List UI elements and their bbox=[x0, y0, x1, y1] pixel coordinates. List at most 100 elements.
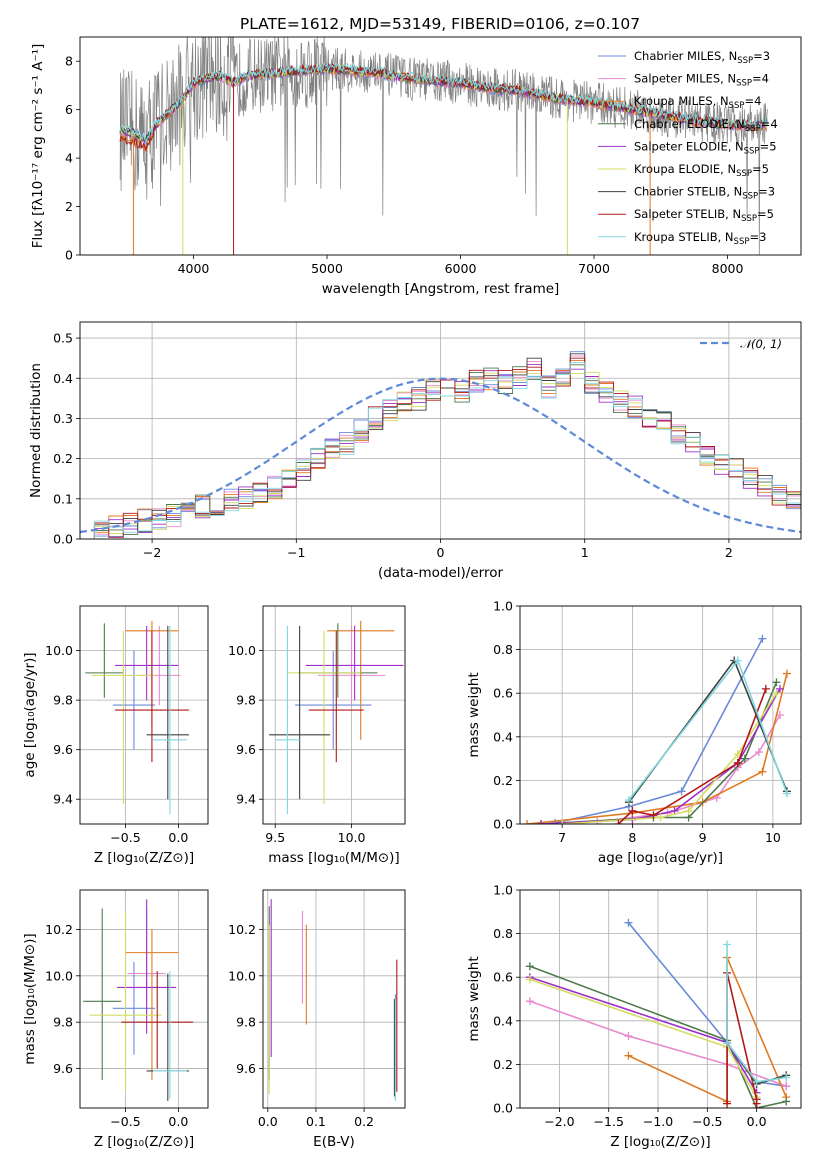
residuals-ytick-label-0: 0.0 bbox=[53, 532, 73, 547]
residuals-ylabel: Normed distribution bbox=[28, 363, 44, 498]
mass-vs-z-point-5 bbox=[89, 910, 162, 1092]
massweight-vs-age-frame bbox=[519, 605, 802, 825]
mass-vs-ebv-ytick-label-1: 9.8 bbox=[236, 1015, 256, 1030]
residuals-ytick-label-2: 0.2 bbox=[53, 451, 73, 466]
age-vs-mass-point-8 bbox=[275, 625, 300, 815]
massweight-vs-z-marker-7-3 bbox=[752, 1099, 761, 1108]
age-vs-z-point-6 bbox=[146, 625, 189, 800]
massweight-vs-age-ytick-label-3: 0.6 bbox=[493, 686, 513, 701]
massweight-vs-age-series-0 bbox=[554, 638, 764, 824]
mass-vs-ebv-xtick-label-0: 0.0 bbox=[258, 1114, 278, 1129]
massweight-vs-age-ytick-label-0: 0.0 bbox=[493, 817, 513, 832]
massweight-vs-z-xtick-label-0: −2.0 bbox=[544, 1114, 574, 1129]
mass-vs-ebv-xtick-label-2: 0.2 bbox=[354, 1114, 374, 1129]
residuals-xtick-label-0: −2 bbox=[143, 545, 161, 560]
mass-vs-z-point-3 bbox=[83, 908, 122, 1081]
spectrum-xlabel: wavelength [Angstrom, rest frame] bbox=[322, 281, 560, 297]
mass-vs-z-point-6 bbox=[146, 973, 189, 1102]
legend-nssp-5: =5 bbox=[752, 162, 769, 176]
legend-label-4: Salpeter ELODIE, NSSP=5 bbox=[634, 139, 777, 156]
residuals-content bbox=[80, 351, 801, 539]
age-vs-z-point-8 bbox=[152, 625, 187, 815]
mass-vs-z-point-2 bbox=[125, 929, 179, 1081]
age-vs-mass-ytick-label-1: 9.6 bbox=[236, 742, 256, 757]
age-vs-mass-point-3 bbox=[298, 623, 378, 698]
massweight-vs-z-marker-8-3 bbox=[782, 1073, 791, 1082]
spectrum-ytick-label-0: 0 bbox=[65, 248, 73, 263]
legend-sub-4: SSP bbox=[744, 146, 760, 156]
massweight-vs-age-content bbox=[523, 634, 791, 824]
spectrum-ytick-label-3: 6 bbox=[65, 102, 73, 117]
massweight-vs-z-ytick-label-0: 0.0 bbox=[493, 1101, 513, 1116]
massweight-vs-z-marker-1-0 bbox=[525, 997, 534, 1006]
gaussian-curve bbox=[80, 377, 801, 534]
age-vs-mass-point-5 bbox=[287, 630, 361, 805]
residuals-xlabel: (data-model)/error bbox=[378, 565, 504, 581]
massweight-vs-z-marker-0-0 bbox=[624, 918, 633, 927]
legend-sub-2: SSP bbox=[729, 101, 745, 111]
age-vs-mass-point-6 bbox=[269, 625, 331, 800]
age-vs-z-point-0 bbox=[112, 650, 156, 750]
legend-sub-8: SSP bbox=[734, 237, 750, 247]
massweight-vs-z-xtick-label-3: −0.5 bbox=[692, 1114, 722, 1129]
age-vs-z-point-4 bbox=[114, 625, 179, 701]
mass-vs-z-ytick-label-0: 9.6 bbox=[53, 1061, 73, 1076]
spectrum-ytick-label-1: 2 bbox=[65, 199, 73, 214]
residuals-ytick-label-4: 0.4 bbox=[53, 371, 73, 386]
massweight-vs-z-frame bbox=[519, 889, 802, 1109]
age-vs-mass-ytick-label-3: 10.0 bbox=[228, 643, 256, 658]
massweight-vs-age-marker-7-2 bbox=[649, 811, 658, 820]
massweight-vs-z-series-8 bbox=[726, 944, 787, 1083]
spectrum-xtick-label-1: 5000 bbox=[311, 261, 343, 276]
massweight-vs-z-marker-3-0 bbox=[525, 962, 534, 971]
massweight-vs-z-marker-8-2 bbox=[752, 1077, 761, 1086]
massweight-vs-z-marker-5-0 bbox=[525, 975, 534, 984]
mass-vs-ebv-ytick-label-3: 10.2 bbox=[228, 922, 256, 937]
spectrum-xtick-label-3: 7000 bbox=[578, 261, 610, 276]
legend-label-0: Chabrier MILES, NSSP=3 bbox=[634, 49, 770, 66]
residuals-ytick-label-5: 0.5 bbox=[53, 331, 73, 346]
massweight-vs-age-marker-0-3 bbox=[758, 634, 767, 643]
mass-vs-z-frame bbox=[79, 889, 209, 1109]
massweight-vs-age-marker-8-1 bbox=[733, 656, 742, 665]
massweight-vs-z-marker-2-0 bbox=[624, 1051, 633, 1060]
residual-hist-3 bbox=[80, 364, 801, 539]
massweight-vs-age-marker-7-3 bbox=[733, 758, 742, 767]
massweight-vs-age-ylabel: mass weight bbox=[466, 672, 482, 757]
massweight-vs-age-marker-1-4 bbox=[754, 748, 763, 757]
spectrum-ylabel: Flux [fλ10⁻¹⁷ erg cm⁻² s⁻¹ A⁻¹] bbox=[30, 44, 46, 249]
mass-vs-z-axes: −0.5 0.0 9.6 9.8 10.0 10.2 Z [log₁₀(Z/Z⊙)] mass… bbox=[22, 889, 209, 1150]
massweight-vs-age-ytick-label-2: 0.4 bbox=[493, 729, 513, 744]
age-vs-mass-xlabel: mass [log₁₀(M/M⊙)] bbox=[268, 850, 399, 866]
spectrum-xtick-label-2: 6000 bbox=[445, 261, 477, 276]
massweight-vs-age-marker-4-0 bbox=[537, 820, 546, 824]
massweight-vs-z-ytick-label-4: 0.8 bbox=[493, 926, 513, 941]
massweight-vs-age-marker-4-4 bbox=[775, 684, 784, 693]
massweight-vs-z-ytick-label-1: 0.2 bbox=[493, 1057, 513, 1072]
age-vs-z-point-7 bbox=[114, 630, 189, 763]
massweight-vs-age-marker-5-2 bbox=[684, 806, 693, 815]
mass-vs-z-ytick-label-1: 9.8 bbox=[53, 1015, 73, 1030]
legend-nssp-7: =5 bbox=[757, 207, 774, 221]
massweight-vs-age-marker-5-0 bbox=[558, 820, 567, 824]
massweight-vs-z-ytick-label-5: 1.0 bbox=[493, 883, 513, 898]
mass-vs-z-point-0 bbox=[112, 961, 156, 1055]
massweight-vs-z-xlabel: Z [log₁₀(Z/Z⊙)] bbox=[610, 1134, 710, 1150]
spectrum-model-8 bbox=[119, 61, 768, 142]
legend-sub-1: SSP bbox=[736, 79, 752, 89]
residuals-axes: −2 −1 0 1 2 0.0 0.1 0.2 0.3 0.4 0.5 (data-model)/er… bbox=[28, 321, 802, 581]
massweight-vs-age-marker-5-1 bbox=[656, 813, 665, 822]
massweight-vs-z-marker-8-1 bbox=[723, 1038, 732, 1047]
legend-label-7: Salpeter STELIB, NSSP=5 bbox=[634, 207, 774, 224]
legend-sub-6: SSP bbox=[742, 192, 758, 202]
mass-vs-z-point-8 bbox=[152, 971, 187, 1099]
residuals-xtick-label-4: 2 bbox=[725, 545, 733, 560]
mass-vs-ebv-content bbox=[268, 899, 398, 1102]
massweight-vs-z-xtick-label-1: −1.5 bbox=[594, 1114, 624, 1129]
legend-sub-7: SSP bbox=[741, 214, 757, 224]
mass-vs-ebv-ytick-label-0: 9.6 bbox=[236, 1061, 256, 1076]
age-vs-mass-ytick-label-0: 9.4 bbox=[236, 792, 256, 807]
massweight-vs-age-ytick-label-5: 1.0 bbox=[493, 599, 513, 614]
mass-vs-ebv-axes: 0.0 0.1 0.2 9.6 9.8 10.0 10.2 E(B-V) bbox=[228, 889, 406, 1150]
massweight-vs-age-ytick-label-4: 0.8 bbox=[493, 642, 513, 657]
